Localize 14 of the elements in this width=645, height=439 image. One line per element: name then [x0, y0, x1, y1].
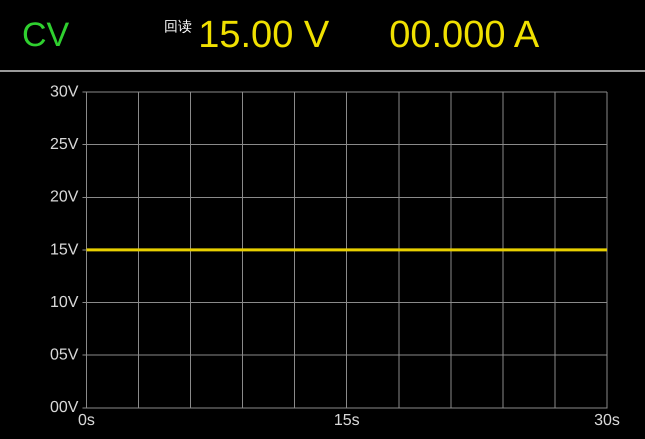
x-tick-label: 15s	[334, 412, 360, 429]
text: 00.000 A	[389, 14, 540, 56]
y-tick-label: 05V	[50, 346, 79, 364]
y-tick-label: 15V	[50, 241, 79, 258]
chart-title: CV	[22, 16, 70, 54]
y-tick-label: 10V	[50, 294, 79, 311]
y-tick-label: 00V	[50, 399, 79, 416]
y-tick-label: 25V	[50, 136, 79, 154]
text: 回读	[164, 18, 192, 36]
x-tick-label: 30s	[594, 412, 620, 429]
text: 15.00 V	[198, 14, 330, 56]
y-tick-label: 20V	[50, 188, 79, 206]
y-tick-label: 30V	[50, 83, 79, 100]
x-tick-label: 0s	[78, 412, 95, 429]
